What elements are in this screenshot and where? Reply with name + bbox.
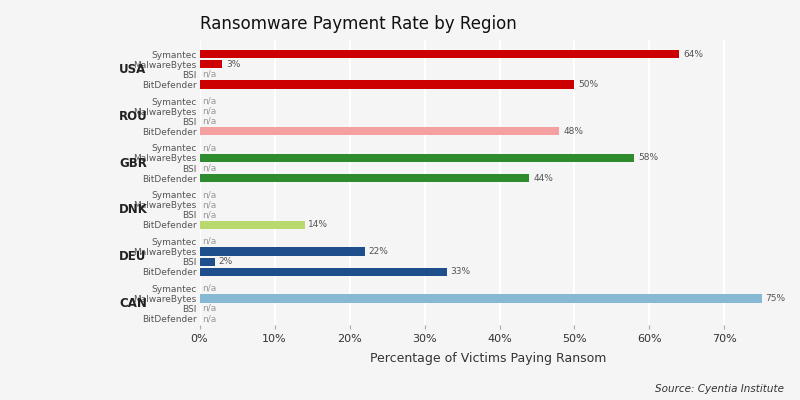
Bar (199, 154, 634, 162)
Text: n/a: n/a (202, 200, 217, 209)
Text: Ransomware Payment Rate by Region: Ransomware Payment Rate by Region (199, 15, 516, 33)
Text: GBR: GBR (119, 156, 147, 170)
Bar (199, 258, 214, 266)
Bar (199, 248, 365, 256)
Text: 22%: 22% (368, 247, 388, 256)
Text: DNK: DNK (119, 203, 148, 216)
Bar (199, 174, 530, 182)
Text: 3%: 3% (226, 60, 240, 69)
Text: 48%: 48% (563, 127, 583, 136)
Text: Source: Cyentia Institute: Source: Cyentia Institute (655, 384, 784, 394)
Text: n/a: n/a (202, 314, 217, 323)
Text: n/a: n/a (202, 237, 217, 246)
Text: n/a: n/a (202, 164, 217, 172)
Text: 58%: 58% (638, 154, 658, 162)
Text: n/a: n/a (202, 117, 217, 126)
Bar (199, 294, 762, 302)
Text: 14%: 14% (308, 220, 328, 230)
Text: 2%: 2% (218, 257, 233, 266)
Bar (199, 80, 574, 89)
Text: n/a: n/a (202, 143, 217, 152)
Text: 44%: 44% (534, 174, 553, 183)
Bar (199, 268, 447, 276)
Bar (199, 127, 559, 136)
Text: 33%: 33% (450, 267, 471, 276)
Text: n/a: n/a (202, 190, 217, 199)
Bar (199, 50, 679, 58)
Text: DEU: DEU (119, 250, 146, 263)
Text: n/a: n/a (202, 210, 217, 219)
Text: ROU: ROU (119, 110, 148, 123)
Text: n/a: n/a (202, 96, 217, 106)
Bar (199, 60, 222, 68)
Text: 50%: 50% (578, 80, 598, 89)
Text: 75%: 75% (766, 294, 786, 303)
Bar (199, 221, 305, 229)
Text: n/a: n/a (202, 304, 217, 313)
Text: USA: USA (119, 63, 146, 76)
Text: 64%: 64% (683, 50, 703, 59)
X-axis label: Percentage of Victims Paying Ransom: Percentage of Victims Paying Ransom (370, 352, 606, 365)
Text: n/a: n/a (202, 284, 217, 293)
Text: n/a: n/a (202, 107, 217, 116)
Text: CAN: CAN (119, 297, 147, 310)
Text: n/a: n/a (202, 70, 217, 79)
